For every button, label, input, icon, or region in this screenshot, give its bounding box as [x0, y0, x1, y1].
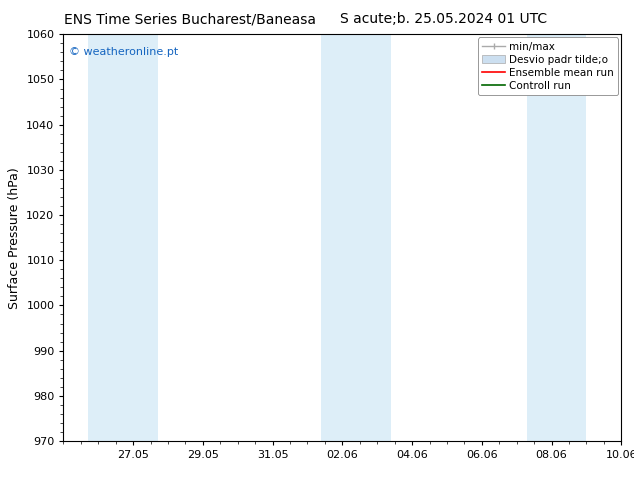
Text: S acute;b. 25.05.2024 01 UTC: S acute;b. 25.05.2024 01 UTC	[340, 12, 547, 26]
Bar	[527, 34, 586, 441]
Legend: min/max, Desvio padr tilde;o, Ensemble mean run, Controll run: min/max, Desvio padr tilde;o, Ensemble m…	[478, 37, 618, 95]
Bar	[87, 34, 157, 441]
Bar	[321, 34, 391, 441]
Text: © weatheronline.pt: © weatheronline.pt	[69, 47, 178, 56]
Text: ENS Time Series Bucharest/Baneasa: ENS Time Series Bucharest/Baneasa	[64, 12, 316, 26]
Y-axis label: Surface Pressure (hPa): Surface Pressure (hPa)	[8, 167, 21, 309]
